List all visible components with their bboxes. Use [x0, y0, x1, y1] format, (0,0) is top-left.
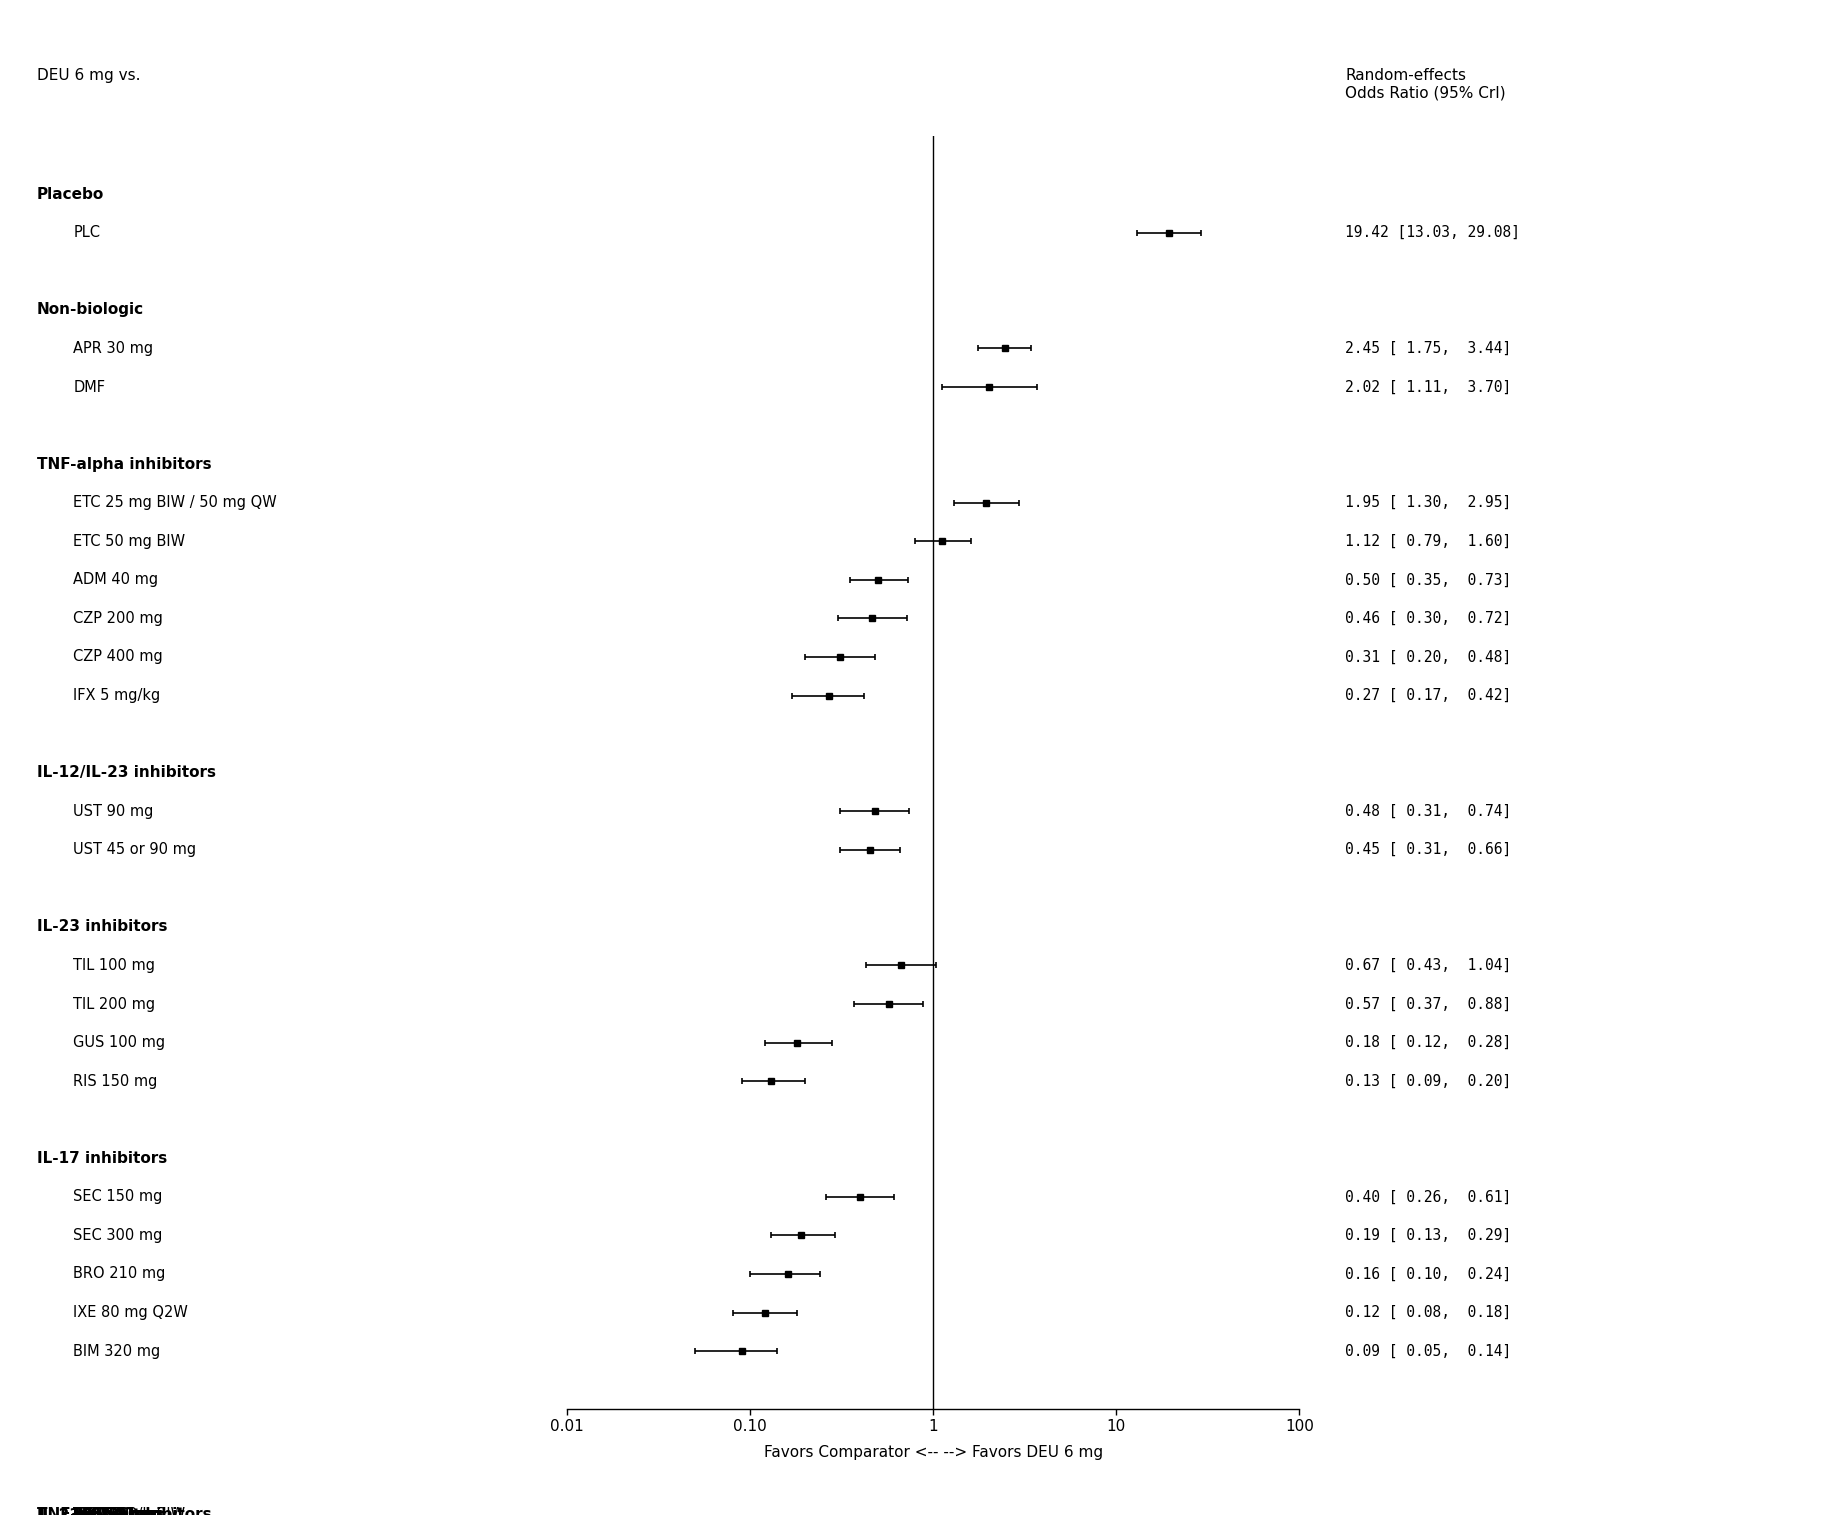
- Text: UST 90 mg: UST 90 mg: [73, 1507, 154, 1515]
- Text: UST 90 mg: UST 90 mg: [73, 804, 154, 818]
- Text: 0.57 [ 0.37,  0.88]: 0.57 [ 0.37, 0.88]: [1345, 997, 1512, 1012]
- Text: APR 30 mg: APR 30 mg: [73, 1507, 154, 1515]
- Text: Non-biologic: Non-biologic: [37, 303, 145, 317]
- Text: ETC 25 mg BIW / 50 mg QW: ETC 25 mg BIW / 50 mg QW: [73, 495, 276, 511]
- X-axis label: Favors Comparator <-- --> Favors DEU 6 mg: Favors Comparator <-- --> Favors DEU 6 m…: [763, 1445, 1103, 1460]
- Text: TNF-alpha inhibitors: TNF-alpha inhibitors: [37, 456, 210, 471]
- Text: APR 30 mg: APR 30 mg: [73, 341, 154, 356]
- Text: 0.40 [ 0.26,  0.61]: 0.40 [ 0.26, 0.61]: [1345, 1189, 1512, 1204]
- Text: IFX 5 mg/kg: IFX 5 mg/kg: [73, 688, 161, 703]
- Text: 1.12 [ 0.79,  1.60]: 1.12 [ 0.79, 1.60]: [1345, 533, 1512, 548]
- Text: 0.27 [ 0.17,  0.42]: 0.27 [ 0.17, 0.42]: [1345, 688, 1512, 703]
- Text: 19.42 [13.03, 29.08]: 19.42 [13.03, 29.08]: [1345, 226, 1521, 241]
- Text: SEC 300 mg: SEC 300 mg: [73, 1229, 163, 1242]
- Text: IL-23 inhibitors: IL-23 inhibitors: [37, 1507, 167, 1515]
- Text: GUS 100 mg: GUS 100 mg: [73, 1035, 165, 1050]
- Text: 0.19 [ 0.13,  0.29]: 0.19 [ 0.13, 0.29]: [1345, 1229, 1512, 1242]
- Text: 2.02 [ 1.11,  3.70]: 2.02 [ 1.11, 3.70]: [1345, 380, 1512, 394]
- Text: RIS 150 mg: RIS 150 mg: [73, 1074, 157, 1089]
- Text: 0.16 [ 0.10,  0.24]: 0.16 [ 0.10, 0.24]: [1345, 1267, 1512, 1282]
- Text: BRO 210 mg: BRO 210 mg: [73, 1267, 165, 1282]
- Text: SEC 150 mg: SEC 150 mg: [73, 1507, 163, 1515]
- Text: Placebo: Placebo: [37, 186, 104, 201]
- Text: IL-17 inhibitors: IL-17 inhibitors: [37, 1151, 167, 1165]
- Text: 0.18 [ 0.12,  0.28]: 0.18 [ 0.12, 0.28]: [1345, 1035, 1512, 1050]
- Text: 0.09 [ 0.05,  0.14]: 0.09 [ 0.05, 0.14]: [1345, 1344, 1512, 1359]
- Text: 0.12 [ 0.08,  0.18]: 0.12 [ 0.08, 0.18]: [1345, 1304, 1512, 1320]
- Text: CZP 400 mg: CZP 400 mg: [73, 650, 163, 665]
- Text: IL-23 inhibitors: IL-23 inhibitors: [37, 920, 167, 935]
- Text: 0.31 [ 0.20,  0.48]: 0.31 [ 0.20, 0.48]: [1345, 650, 1512, 665]
- Text: PLC: PLC: [73, 226, 101, 241]
- Text: 0.45 [ 0.31,  0.66]: 0.45 [ 0.31, 0.66]: [1345, 842, 1512, 857]
- Text: 0.48 [ 0.31,  0.74]: 0.48 [ 0.31, 0.74]: [1345, 804, 1512, 818]
- Text: 0.46 [ 0.30,  0.72]: 0.46 [ 0.30, 0.72]: [1345, 611, 1512, 626]
- Text: TIL 200 mg: TIL 200 mg: [73, 997, 156, 1012]
- Text: DEU 6 mg vs.: DEU 6 mg vs.: [37, 68, 141, 83]
- Text: IL-12/IL-23 inhibitors: IL-12/IL-23 inhibitors: [37, 765, 216, 780]
- Text: TIL 100 mg: TIL 100 mg: [73, 957, 156, 973]
- Text: TNF-alpha inhibitors: TNF-alpha inhibitors: [37, 1507, 210, 1515]
- Text: 1.95 [ 1.30,  2.95]: 1.95 [ 1.30, 2.95]: [1345, 495, 1512, 511]
- Text: Random-effects
Odds Ratio (95% CrI): Random-effects Odds Ratio (95% CrI): [1345, 68, 1506, 100]
- Text: 0.67 [ 0.43,  1.04]: 0.67 [ 0.43, 1.04]: [1345, 957, 1512, 973]
- Text: 0.13 [ 0.09,  0.20]: 0.13 [ 0.09, 0.20]: [1345, 1074, 1512, 1089]
- Text: UST 45 or 90 mg: UST 45 or 90 mg: [73, 842, 196, 857]
- Text: ETC 50 mg BIW: ETC 50 mg BIW: [73, 1507, 185, 1515]
- Text: PLC: PLC: [73, 1507, 101, 1515]
- Text: ETC 50 mg BIW: ETC 50 mg BIW: [73, 533, 185, 548]
- Text: TIL 200 mg: TIL 200 mg: [73, 1507, 156, 1515]
- Text: SEC 150 mg: SEC 150 mg: [73, 1189, 163, 1204]
- Text: 0.50 [ 0.35,  0.73]: 0.50 [ 0.35, 0.73]: [1345, 573, 1512, 588]
- Text: ADM 40 mg: ADM 40 mg: [73, 573, 159, 588]
- Text: RIS 150 mg: RIS 150 mg: [73, 1507, 157, 1515]
- Text: CZP 200 mg: CZP 200 mg: [73, 611, 163, 626]
- Text: IFX 5 mg/kg: IFX 5 mg/kg: [73, 1507, 161, 1515]
- Text: IXE 80 mg Q2W: IXE 80 mg Q2W: [73, 1304, 188, 1320]
- Text: BRO 210 mg: BRO 210 mg: [73, 1507, 165, 1515]
- Text: 2.45 [ 1.75,  3.44]: 2.45 [ 1.75, 3.44]: [1345, 341, 1512, 356]
- Text: CZP 200 mg: CZP 200 mg: [73, 1507, 163, 1515]
- Text: BIM 320 mg: BIM 320 mg: [73, 1507, 161, 1515]
- Text: BIM 320 mg: BIM 320 mg: [73, 1344, 161, 1359]
- Text: DMF: DMF: [73, 380, 104, 394]
